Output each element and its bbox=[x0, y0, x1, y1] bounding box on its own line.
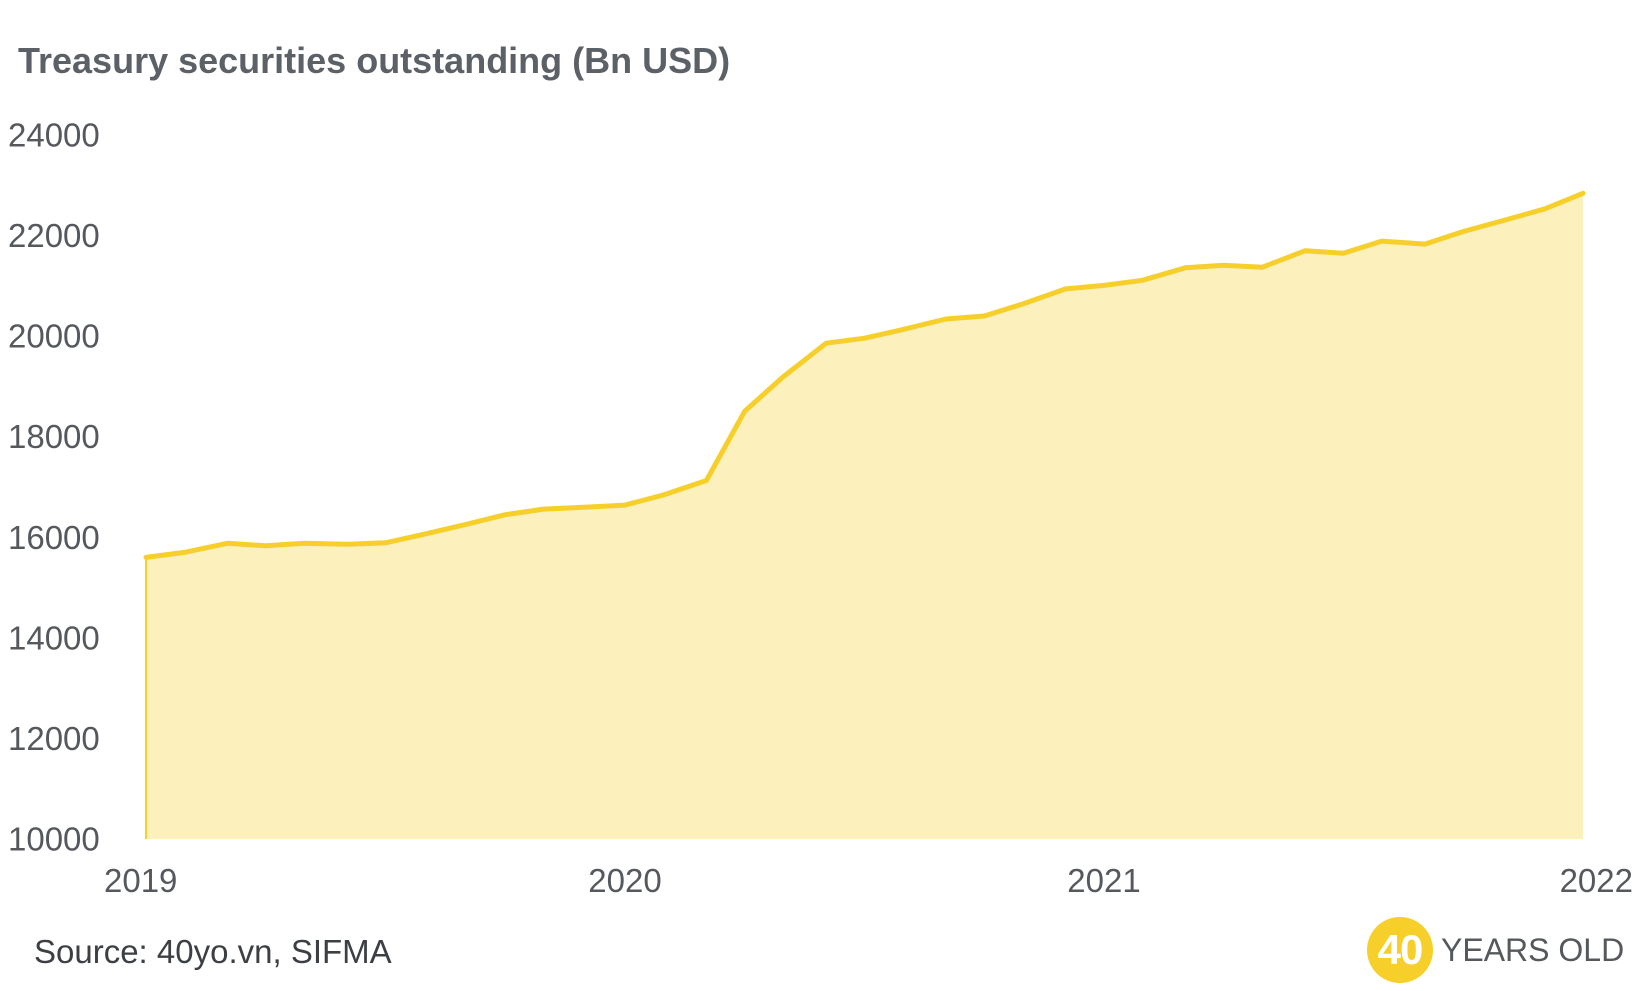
y-tick-label: 24000 bbox=[8, 117, 100, 154]
y-tick-label: 16000 bbox=[8, 519, 100, 556]
x-tick-label: 2021 bbox=[1067, 862, 1140, 899]
brand-text: YEARS OLD bbox=[1441, 931, 1625, 968]
y-tick-label: 18000 bbox=[8, 418, 100, 455]
series-line bbox=[143, 190, 1586, 560]
y-tick-label: 10000 bbox=[8, 821, 100, 858]
x-tick-label: 2020 bbox=[588, 862, 661, 899]
y-axis-ticks: 24000 22000 20000 18000 16000 14000 12000 10000 bbox=[8, 117, 100, 858]
brand-circle-icon: 40 bbox=[1367, 917, 1433, 983]
area-layer bbox=[143, 190, 1586, 840]
source-note: Source: 40yo.vn, SIFMA bbox=[34, 933, 392, 970]
y-tick-label: 20000 bbox=[8, 318, 100, 355]
chart-title: Treasury securities outstanding (Bn USD) bbox=[18, 40, 731, 81]
brand-logo: 40 YEARS OLD bbox=[1367, 917, 1624, 983]
x-tick-label: 2019 bbox=[104, 862, 177, 899]
y-tick-label: 22000 bbox=[8, 217, 100, 254]
y-tick-label: 14000 bbox=[8, 619, 100, 656]
x-axis-ticks: 2019 2020 2021 2022 bbox=[104, 862, 1633, 899]
x-tick-label: 2022 bbox=[1560, 862, 1633, 899]
y-tick-label: 12000 bbox=[8, 720, 100, 757]
series-area bbox=[146, 193, 1583, 840]
